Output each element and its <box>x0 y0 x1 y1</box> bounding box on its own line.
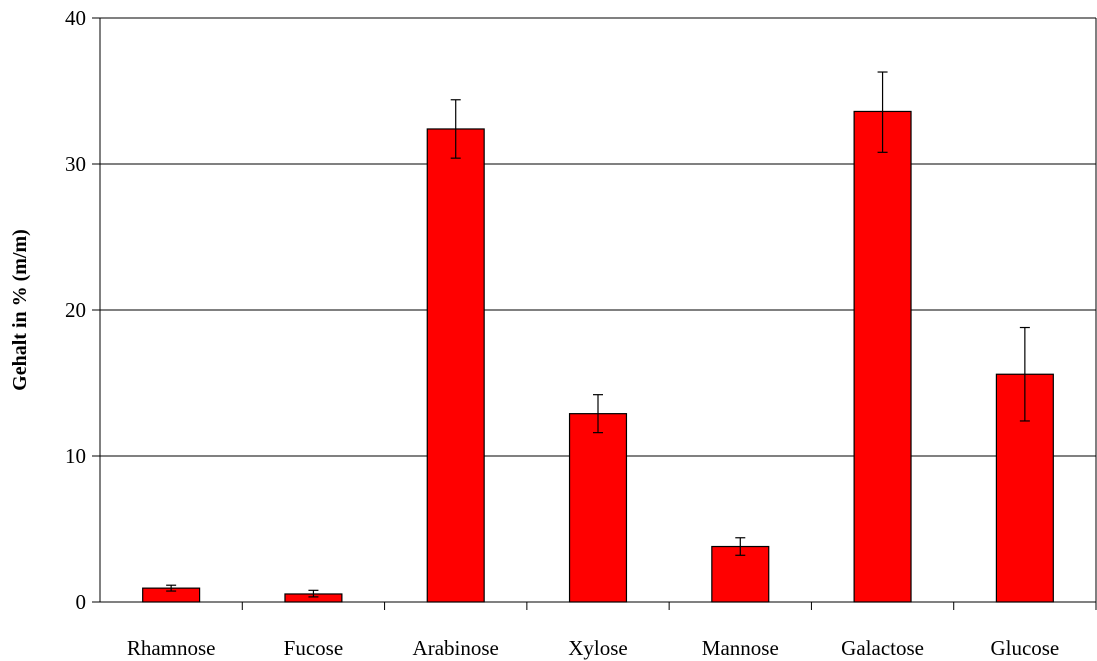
y-tick-label: 20 <box>65 298 86 322</box>
axes <box>92 17 1097 610</box>
x-tick-label: Rhamnose <box>127 636 216 660</box>
x-tick-label: Mannose <box>702 636 779 660</box>
gridlines <box>100 17 1096 457</box>
bar-galactose <box>853 110 912 603</box>
error-bars <box>166 71 1030 598</box>
x-tick-label: Arabinose <box>413 636 499 660</box>
bar-arabinose <box>426 128 485 603</box>
x-tick-label: Xylose <box>568 636 628 660</box>
y-axis-title: Gehalt in % (m/m) <box>9 229 31 391</box>
y-tick-label: 30 <box>65 152 86 176</box>
tick-labels: 0 10 20 30 40 Rhamnose Fucose Arabinose Xylose Ma… <box>65 6 1059 660</box>
x-tick-label: Fucose <box>284 636 344 660</box>
y-tick-label: 10 <box>65 444 86 468</box>
y-tick-label: 40 <box>65 6 86 30</box>
x-tick-label: Galactose <box>841 636 924 660</box>
x-tick-label: Glucose <box>990 636 1059 660</box>
y-tick-label: 0 <box>76 590 87 614</box>
bars <box>142 110 1054 603</box>
bar-xylose <box>568 413 628 603</box>
